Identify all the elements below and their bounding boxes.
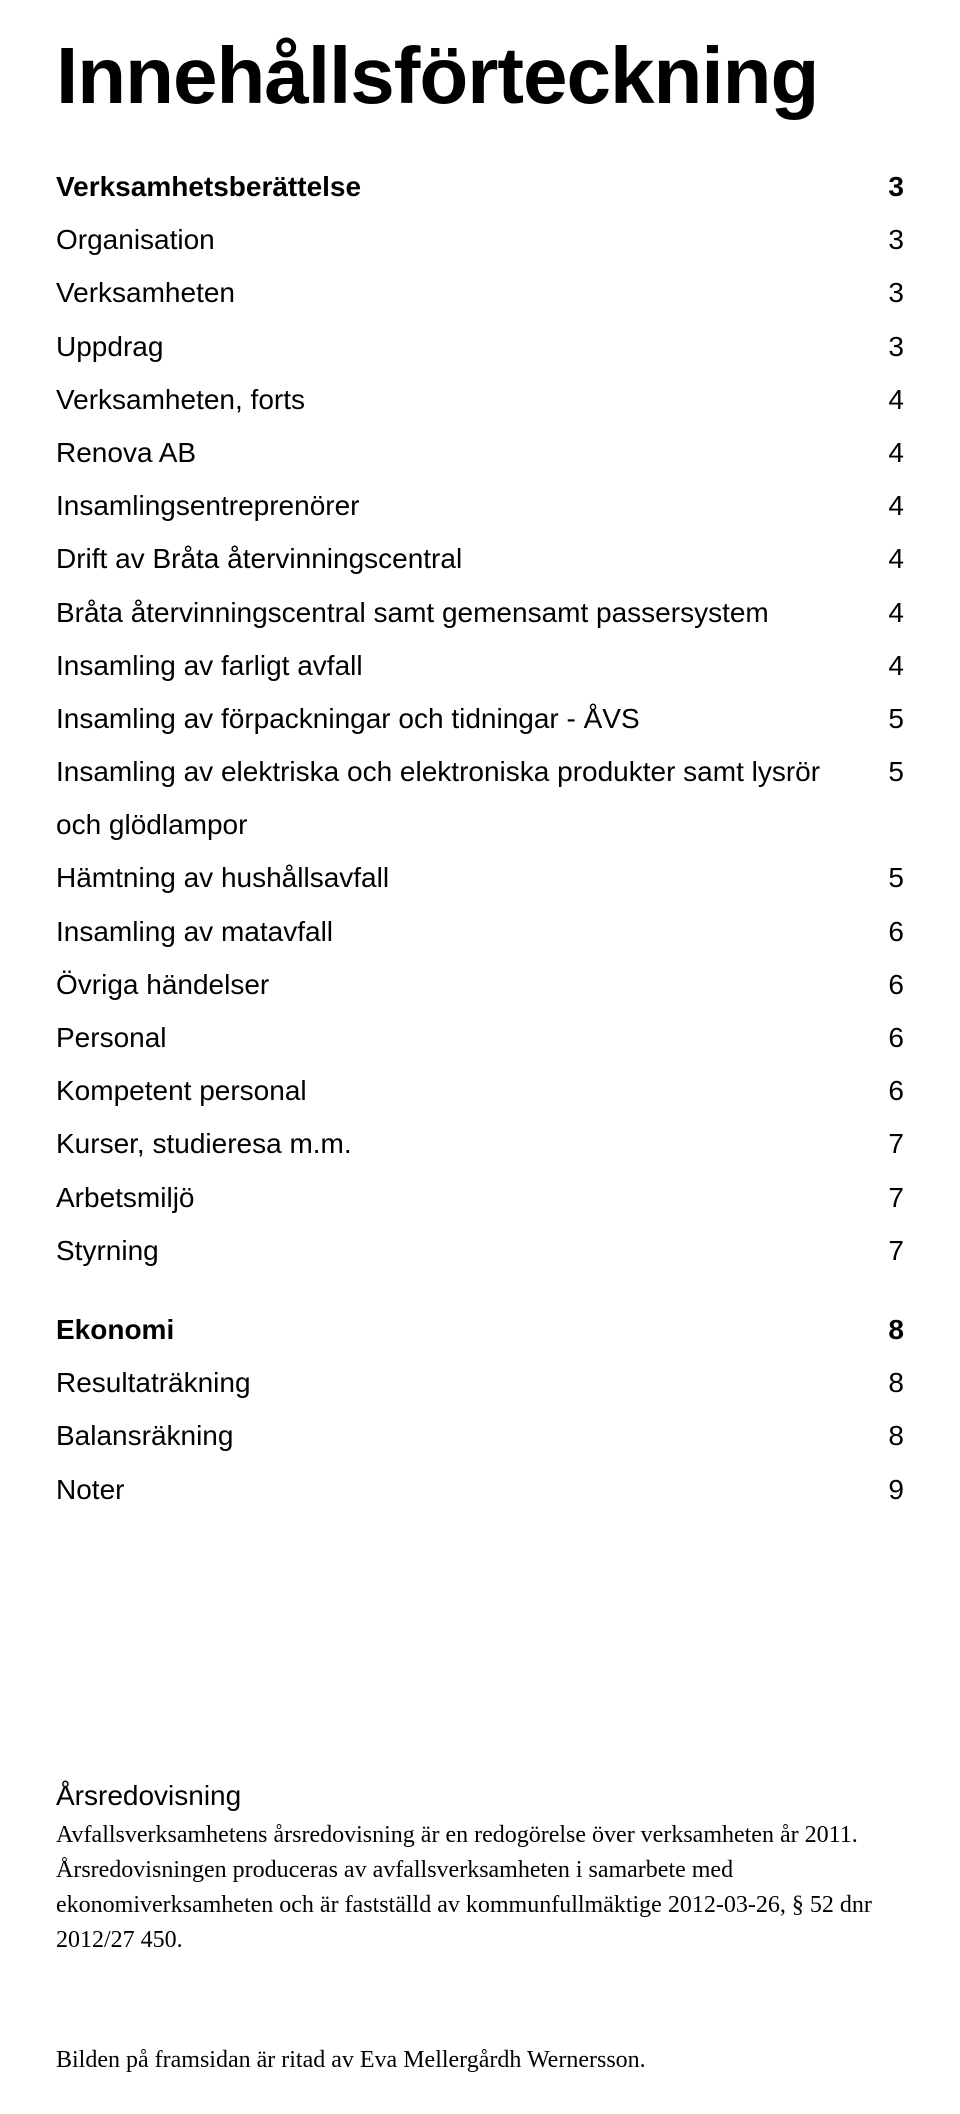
toc-entry-page: 3 <box>864 213 904 266</box>
cover-image-credit: Bilden på framsidan är ritad av Eva Mell… <box>56 2047 904 2074</box>
annual-report-para2: Årsredovisningen produceras av avfallsve… <box>56 1853 904 1957</box>
toc-entry-page: 3 <box>864 266 904 319</box>
toc-entry-page: 5 <box>864 692 904 745</box>
toc-entry-label: Bråta återvinningscentral samt gemensamt… <box>56 586 789 639</box>
toc-entry: Insamling av förpackningar och tidningar… <box>56 692 904 745</box>
toc-entry: Insamling av farligt avfall 4 <box>56 639 904 692</box>
toc-entry-label: Noter <box>56 1463 144 1516</box>
toc-entry-page: 4 <box>864 373 904 426</box>
toc-entry: Kurser, studieresa m.m. 7 <box>56 1117 904 1170</box>
toc-entry-label: Styrning <box>56 1224 179 1277</box>
toc-entry-page: 3 <box>864 160 904 213</box>
toc-entry-label: Organisation <box>56 213 235 266</box>
toc-entry-label: Insamlingsentreprenörer <box>56 479 380 532</box>
toc-entry-page: 9 <box>864 1463 904 1516</box>
toc-entry-label: Personal <box>56 1011 187 1064</box>
toc-entry: Kompetent personal 6 <box>56 1064 904 1117</box>
toc-entry-page: 5 <box>871 745 904 798</box>
toc-entry-label: Verksamheten, forts <box>56 373 325 426</box>
toc-entry-page: 7 <box>864 1224 904 1277</box>
toc-entry: Balansräkning 8 <box>56 1409 904 1462</box>
toc-entry-page: 4 <box>864 586 904 639</box>
toc-entry-label: Resultaträkning <box>56 1356 271 1409</box>
toc-entry: Drift av Bråta återvinningscentral 4 <box>56 532 904 585</box>
toc-entry-page: 8 <box>864 1409 904 1462</box>
toc-entry-label: Övriga händelser <box>56 958 289 1011</box>
toc-entry-page: 8 <box>864 1356 904 1409</box>
annual-report-para1: Avfallsverksamhetens årsredovisning är e… <box>56 1818 904 1853</box>
toc-group-economy: Ekonomi8Resultaträkning8Balansräkning8No… <box>56 1303 904 1516</box>
toc-entry: Uppdrag 3 <box>56 320 904 373</box>
toc-entry: Övriga händelser 6 <box>56 958 904 1011</box>
toc-entry-page: 7 <box>864 1117 904 1170</box>
toc-entry: Renova AB 4 <box>56 426 904 479</box>
toc-entry: Styrning 7 <box>56 1224 904 1277</box>
toc-entry-label: Kompetent personal <box>56 1064 327 1117</box>
toc-entry: Verksamheten, forts 4 <box>56 373 904 426</box>
toc-entry-label: Uppdrag <box>56 320 183 373</box>
toc-entry-label: Insamling av förpackningar och tidningar… <box>56 692 660 745</box>
toc-entry-page: 7 <box>864 1171 904 1224</box>
toc-entry-label: Ekonomi <box>56 1303 194 1356</box>
toc-entry-label: Insamling av matavfall <box>56 905 353 958</box>
toc-entry-page: 4 <box>864 532 904 585</box>
toc-entry: Bråta återvinningscentral samt gemensamt… <box>56 586 904 639</box>
toc-entry-label: Insamling av elektriska och elektroniska… <box>56 745 871 851</box>
annual-report-note: Årsredovisning Avfallsverksamhetens årsr… <box>56 1776 904 1958</box>
toc-entry-label: Balansräkning <box>56 1409 253 1462</box>
toc-entry-label: Verksamheten <box>56 266 255 319</box>
table-of-contents: Verksamhetsberättelse3Organisation3Verks… <box>56 160 904 1516</box>
document-page: Innehållsförteckning Verksamhetsberättel… <box>0 0 960 2114</box>
toc-entry-label: Verksamhetsberättelse <box>56 160 381 213</box>
toc-entry-label: Arbetsmiljö <box>56 1171 214 1224</box>
toc-entry: Organisation 3 <box>56 213 904 266</box>
toc-entry-label: Hämtning av hushållsavfall <box>56 851 409 904</box>
toc-entry: Hämtning av hushållsavfall 5 <box>56 851 904 904</box>
page-title: Innehållsförteckning <box>56 36 904 116</box>
toc-entry: Insamling av matavfall 6 <box>56 905 904 958</box>
toc-entry: Noter 9 <box>56 1463 904 1516</box>
toc-entry: Verksamhetsberättelse 3 <box>56 160 904 213</box>
toc-entry: Arbetsmiljö 7 <box>56 1171 904 1224</box>
toc-entry-page: 5 <box>864 851 904 904</box>
toc-entry-label: Renova AB <box>56 426 216 479</box>
toc-entry: Resultaträkning 8 <box>56 1356 904 1409</box>
toc-entry: Personal 6 <box>56 1011 904 1064</box>
toc-entry: Verksamheten 3 <box>56 266 904 319</box>
toc-entry-page: 3 <box>864 320 904 373</box>
toc-entry-page: 4 <box>864 426 904 479</box>
toc-entry-page: 6 <box>864 1011 904 1064</box>
annual-report-heading: Årsredovisning <box>56 1776 904 1817</box>
toc-entry-page: 6 <box>864 958 904 1011</box>
toc-group-main: Verksamhetsberättelse3Organisation3Verks… <box>56 160 904 1277</box>
toc-entry: Insamling av elektriska och elektroniska… <box>56 745 904 851</box>
toc-entry-page: 8 <box>864 1303 904 1356</box>
toc-entry-page: 6 <box>864 1064 904 1117</box>
toc-entry-label: Kurser, studieresa m.m. <box>56 1117 372 1170</box>
toc-entry-label: Insamling av farligt avfall <box>56 639 383 692</box>
toc-entry-page: 4 <box>864 639 904 692</box>
toc-entry: Insamlingsentreprenörer 4 <box>56 479 904 532</box>
toc-entry: Ekonomi 8 <box>56 1303 904 1356</box>
toc-entry-page: 6 <box>864 905 904 958</box>
toc-entry-label: Drift av Bråta återvinningscentral <box>56 532 482 585</box>
toc-entry-page: 4 <box>864 479 904 532</box>
